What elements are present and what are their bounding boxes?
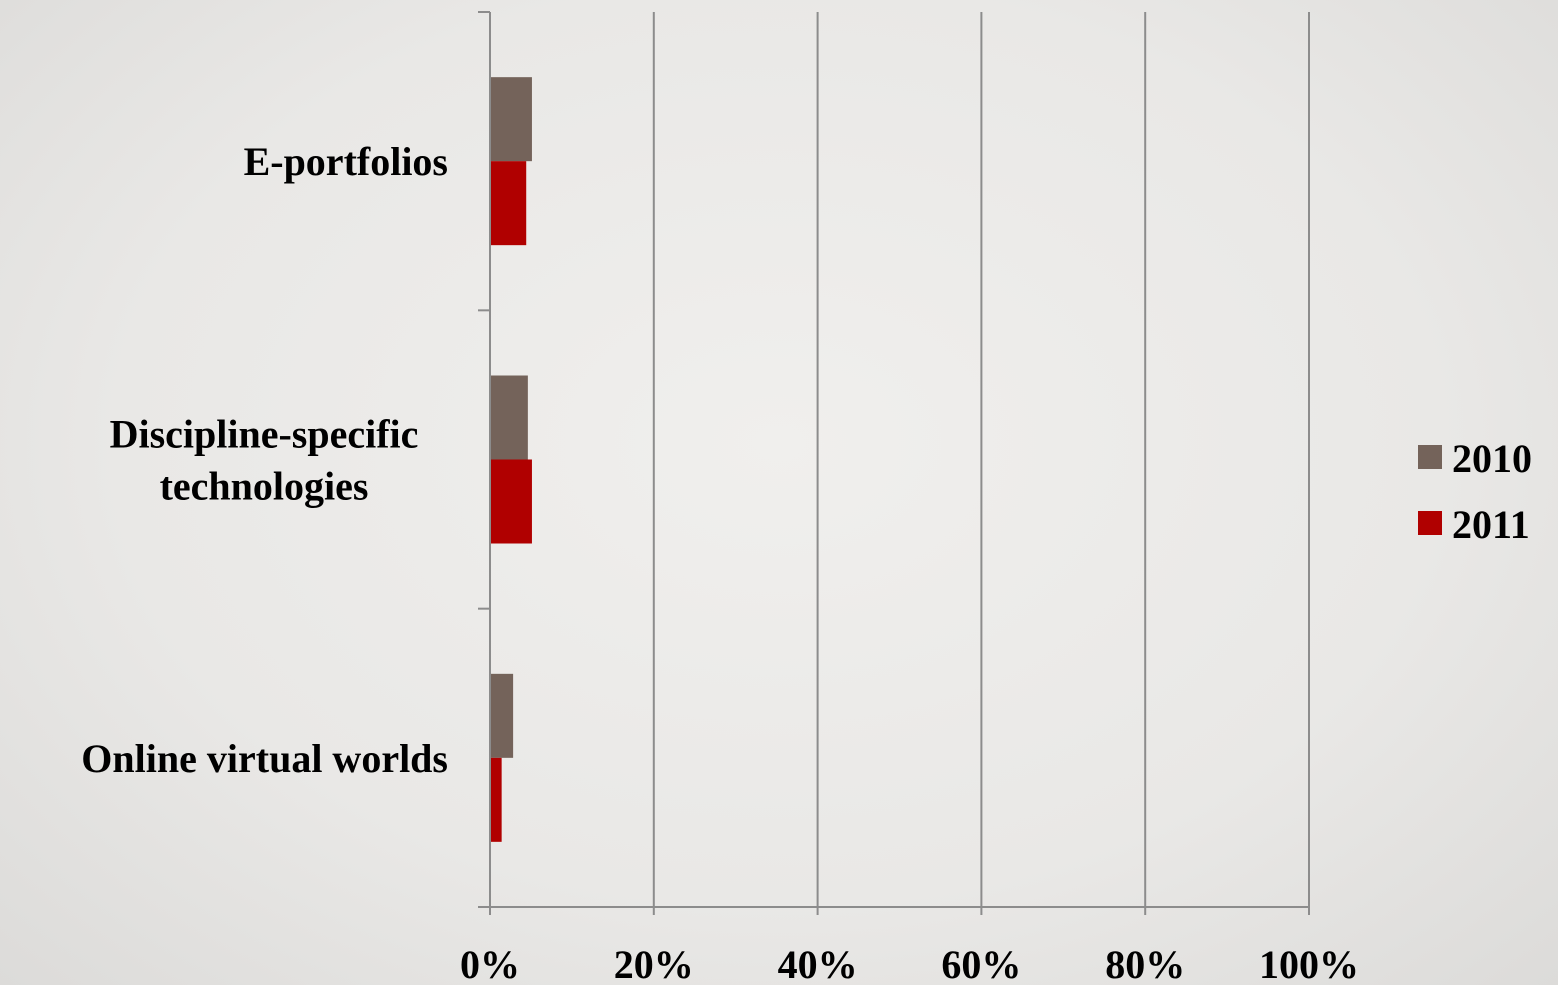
category-label: Online virtual worlds xyxy=(81,736,448,781)
bar-2010 xyxy=(491,77,532,162)
legend-swatch-2011 xyxy=(1418,511,1442,535)
x-tick-label: 100% xyxy=(1259,942,1359,985)
legend-label: 2011 xyxy=(1452,502,1530,547)
legend-swatch-2010 xyxy=(1418,445,1442,469)
category-label: E-portfolios xyxy=(244,139,448,184)
x-tick-label: 80% xyxy=(1105,942,1185,985)
x-tick-label: 0% xyxy=(460,942,520,985)
category-label: technologies xyxy=(160,464,369,509)
category-label: Discipline-specific xyxy=(110,412,419,457)
x-tick-label: 60% xyxy=(941,942,1021,985)
bar-2011 xyxy=(491,161,527,246)
bar-2010 xyxy=(491,375,528,460)
x-tick-label: 20% xyxy=(614,942,694,985)
bar-2011 xyxy=(491,459,532,544)
legend-label: 2010 xyxy=(1452,436,1532,481)
x-tick-label: 40% xyxy=(778,942,858,985)
bar-2011 xyxy=(491,757,502,842)
bar-2010 xyxy=(491,673,514,758)
